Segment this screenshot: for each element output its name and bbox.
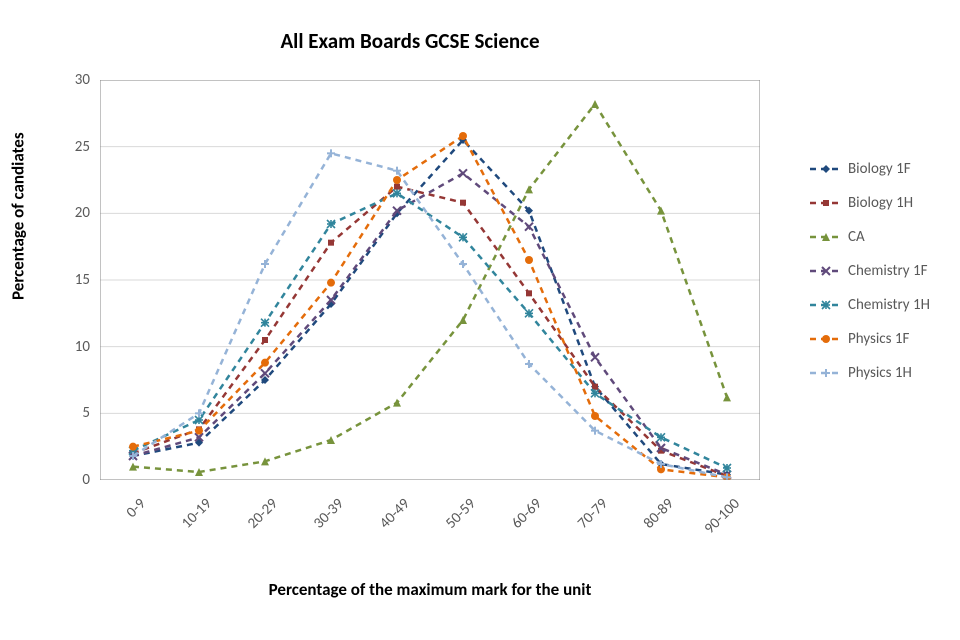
legend-swatch — [810, 161, 842, 177]
chart-container: All Exam Boards GCSE Science Percentage … — [0, 0, 960, 640]
plot-area — [100, 80, 760, 480]
x-tick: 80-89 — [623, 495, 678, 550]
legend-swatch — [810, 195, 842, 211]
y-tick: 20 — [60, 204, 90, 222]
x-tick: 90-100 — [689, 495, 744, 550]
legend-label: Physics 1F — [848, 330, 909, 348]
series-physics-1h — [129, 149, 731, 480]
legend-label: CA — [848, 228, 865, 246]
legend-item: CA — [810, 228, 940, 246]
chart-title: All Exam Boards GCSE Science — [0, 28, 820, 54]
series-ca — [129, 100, 731, 476]
legend-item: Chemistry 1F — [810, 262, 940, 280]
legend-item: Physics 1H — [810, 364, 940, 382]
x-tick: 30-39 — [293, 495, 348, 550]
y-axis-label: Percentage of candiates — [8, 132, 29, 300]
legend-item: Physics 1F — [810, 330, 940, 348]
y-tick: 15 — [60, 271, 90, 289]
series-physics-1f — [129, 132, 731, 480]
y-tick: 10 — [60, 338, 90, 356]
series-biology-1f — [129, 136, 731, 479]
x-tick: 10-19 — [161, 495, 216, 550]
legend-swatch — [810, 365, 842, 381]
x-tick: 60-69 — [491, 495, 546, 550]
legend-label: Chemistry 1H — [848, 296, 930, 314]
y-tick: 5 — [60, 404, 90, 422]
legend: Biology 1F Biology 1H CA Chemistry 1F Chemis… — [810, 160, 940, 398]
x-axis-label: Percentage of the maximum mark for the u… — [100, 579, 760, 600]
legend-label: Biology 1H — [848, 194, 913, 212]
series-group — [129, 100, 731, 480]
x-tick: 50-59 — [425, 495, 480, 550]
series-biology-1h — [130, 184, 730, 479]
legend-swatch — [810, 297, 842, 313]
y-tick: 0 — [60, 471, 90, 489]
x-tick: 0-9 — [95, 495, 150, 550]
x-tick: 20-29 — [227, 495, 282, 550]
legend-item: Chemistry 1H — [810, 296, 940, 314]
legend-item: Biology 1F — [810, 160, 940, 178]
legend-label: Biology 1F — [848, 160, 911, 178]
legend-label: Physics 1H — [848, 364, 912, 382]
legend-item: Biology 1H — [810, 194, 940, 212]
x-tick: 40-49 — [359, 495, 414, 550]
y-tick: 30 — [60, 71, 90, 89]
legend-label: Chemistry 1F — [848, 262, 927, 280]
legend-swatch — [810, 331, 842, 347]
x-tick: 70-79 — [557, 495, 612, 550]
legend-swatch — [810, 229, 842, 245]
legend-swatch — [810, 263, 842, 279]
y-tick: 25 — [60, 138, 90, 156]
